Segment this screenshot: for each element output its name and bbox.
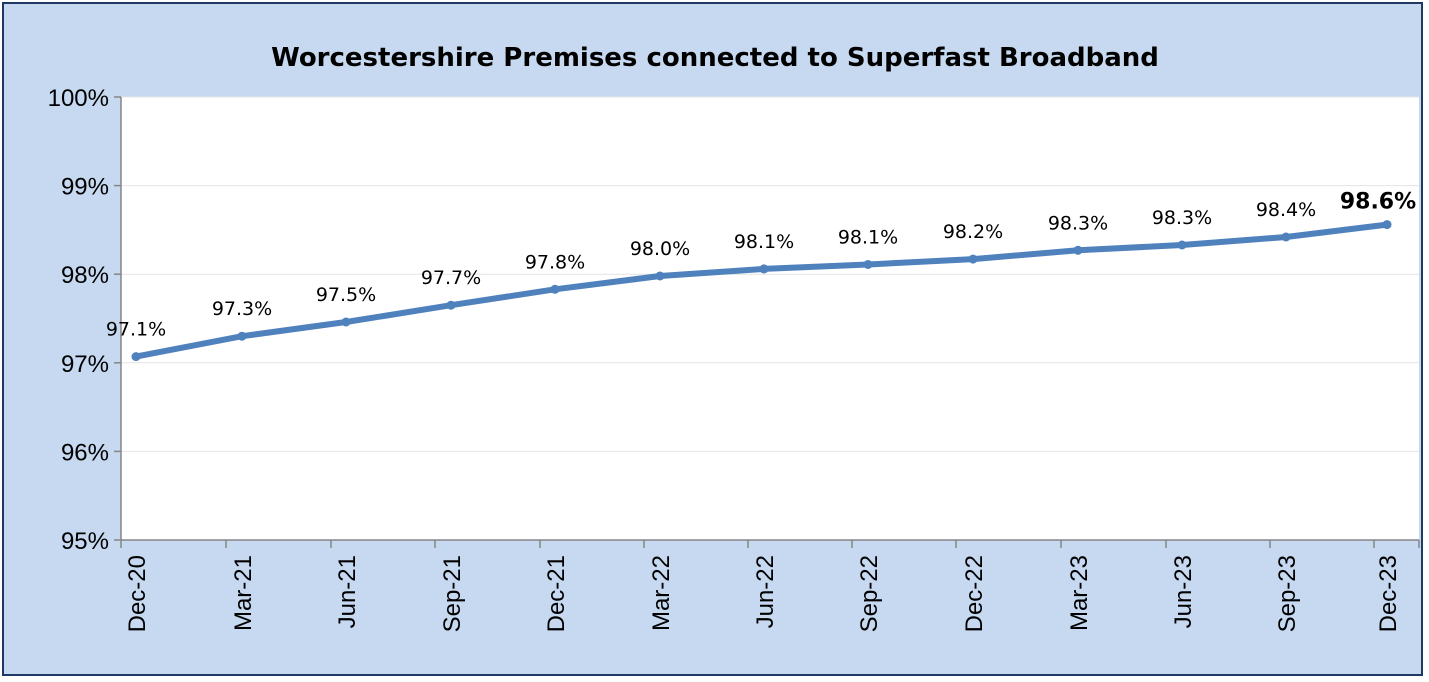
x-axis-tick-labels: Dec-20 Mar-21 Jun-21 Sep-21 Dec-21 Mar-22 Jun-… bbox=[124, 555, 1402, 632]
x-tick-label: Dec-23 bbox=[1375, 555, 1402, 632]
data-point bbox=[1281, 232, 1291, 242]
chart-title: Worcestershire Premises connected to Sup… bbox=[271, 43, 1159, 73]
x-tick-label: Sep-21 bbox=[439, 555, 466, 632]
data-point bbox=[759, 264, 769, 274]
x-tick-label: Jun-21 bbox=[334, 555, 361, 628]
y-tick-label: 97% bbox=[61, 351, 109, 378]
data-labels: 97.1% 97.3% 97.5% 97.7% 97.8% 98.0% 98.1% 98.1%… bbox=[106, 190, 1416, 341]
data-label: 97.1% bbox=[106, 319, 166, 341]
y-tick-label: 100% bbox=[48, 85, 109, 112]
data-point bbox=[446, 300, 456, 310]
data-point bbox=[655, 271, 665, 281]
data-label: 98.0% bbox=[630, 238, 690, 260]
data-label: 97.7% bbox=[421, 267, 481, 289]
data-label: 98.6% bbox=[1340, 190, 1416, 215]
data-label: 98.1% bbox=[838, 227, 898, 249]
axes bbox=[114, 96, 1420, 548]
y-tick-label: 95% bbox=[61, 528, 109, 555]
data-label: 97.5% bbox=[316, 284, 376, 306]
series-broadband-coverage bbox=[131, 220, 1392, 362]
y-axis-tick-labels: 95% 96% 97% 98% 99% 100% bbox=[48, 85, 109, 555]
data-label: 98.2% bbox=[943, 221, 1003, 243]
y-tick-label: 96% bbox=[61, 439, 109, 466]
x-tick-label: Dec-22 bbox=[961, 555, 988, 632]
gridlines bbox=[121, 96, 1419, 452]
plot-area bbox=[121, 97, 1419, 540]
y-tick-label: 99% bbox=[61, 174, 109, 201]
data-point bbox=[550, 284, 560, 294]
x-tick-label: Jun-22 bbox=[752, 555, 779, 628]
data-label: 97.3% bbox=[212, 298, 272, 320]
data-label: 98.3% bbox=[1048, 212, 1108, 234]
data-point bbox=[237, 331, 247, 341]
x-tick-label: Mar-23 bbox=[1066, 555, 1093, 631]
x-tick-label: Mar-22 bbox=[648, 555, 675, 631]
x-tick-label: Jun-23 bbox=[1170, 555, 1197, 628]
y-tick-label: 98% bbox=[61, 262, 109, 289]
x-tick-label: Dec-20 bbox=[124, 555, 151, 632]
x-tick-label: Sep-22 bbox=[856, 555, 883, 632]
data-label: 97.8% bbox=[525, 251, 585, 273]
x-tick-label: Sep-23 bbox=[1274, 555, 1301, 632]
x-tick-label: Mar-21 bbox=[230, 555, 257, 631]
data-label: 98.3% bbox=[1152, 207, 1212, 229]
data-point bbox=[968, 254, 978, 264]
data-point bbox=[1073, 245, 1083, 255]
data-label: 98.4% bbox=[1256, 199, 1316, 221]
data-label: 98.1% bbox=[734, 231, 794, 253]
data-point bbox=[131, 352, 141, 362]
data-point bbox=[1382, 220, 1392, 230]
data-point bbox=[863, 260, 873, 269]
x-tick-label: Dec-21 bbox=[543, 555, 570, 632]
data-point bbox=[341, 317, 351, 327]
data-point bbox=[1177, 240, 1187, 250]
